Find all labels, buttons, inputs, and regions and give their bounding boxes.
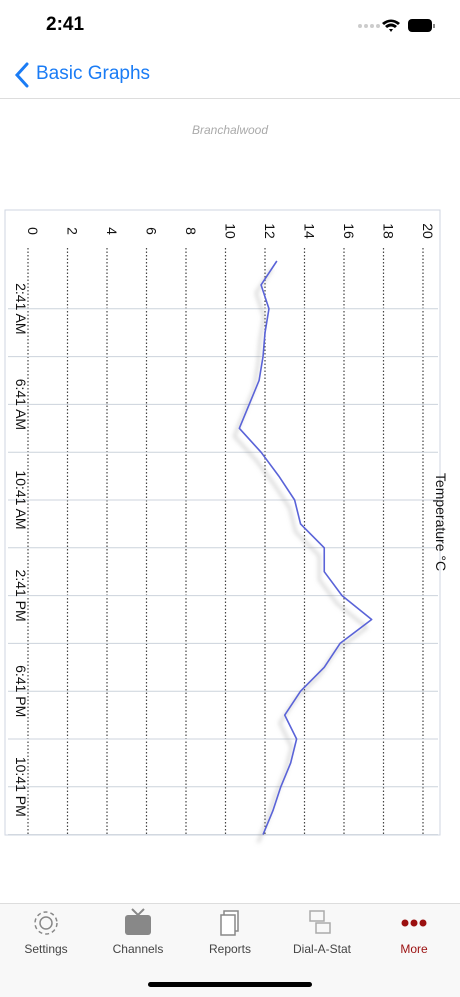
back-button[interactable]: Basic Graphs [36, 63, 151, 84]
line [238, 260, 373, 835]
status-icons [358, 19, 435, 32]
tab-icons [34, 908, 427, 936]
y-tick-label: 4 [104, 227, 120, 235]
tab-item[interactable]: Channels [112, 942, 164, 956]
y-tick-label: 16 [341, 223, 357, 239]
x-tick-label: 6:41 AM [13, 379, 29, 430]
y-tick-label: 14 [302, 223, 318, 239]
x-tick-label: 6:41 PM [13, 665, 29, 717]
x-tick-label: 2:41 AM [13, 283, 29, 334]
home-indicator [148, 982, 312, 987]
back-chevron[interactable] [12, 62, 32, 88]
tab-item[interactable]: Settings [24, 942, 68, 956]
y-tick-label: 18 [381, 223, 397, 239]
chart: 0 2 4 6 8 10 12 14 16 18 20 2:41 AM 6:41 AM 10:41 AM 2… [4, 209, 449, 836]
y-tick-label: 6 [144, 227, 160, 235]
x-tick-label: 10:41 AM [13, 470, 29, 529]
x-tick-label: 2:41 PM [13, 570, 29, 622]
y-tick-label: 10 [223, 223, 239, 239]
x-tick-label: 10:41 PM [13, 757, 29, 817]
y-tick-label: 8 [183, 227, 199, 235]
y-tick-label: 20 [420, 223, 436, 239]
tab-item[interactable]: Reports [208, 942, 252, 956]
tab-item[interactable]: Dial-A-Stat [292, 942, 351, 956]
y-tick-label: 0 [25, 227, 41, 235]
y-tick-label: 2 [65, 227, 81, 235]
axis-title: Temperature °C [433, 473, 449, 571]
y-tick-label: 12 [262, 223, 278, 239]
nav-bar [0, 50, 460, 99]
chart-frame [4, 209, 441, 836]
tab-item[interactable]: More [400, 942, 428, 956]
status-time: 2:41 [46, 14, 85, 35]
chart-subtitle: Branchalwood [191, 123, 269, 137]
